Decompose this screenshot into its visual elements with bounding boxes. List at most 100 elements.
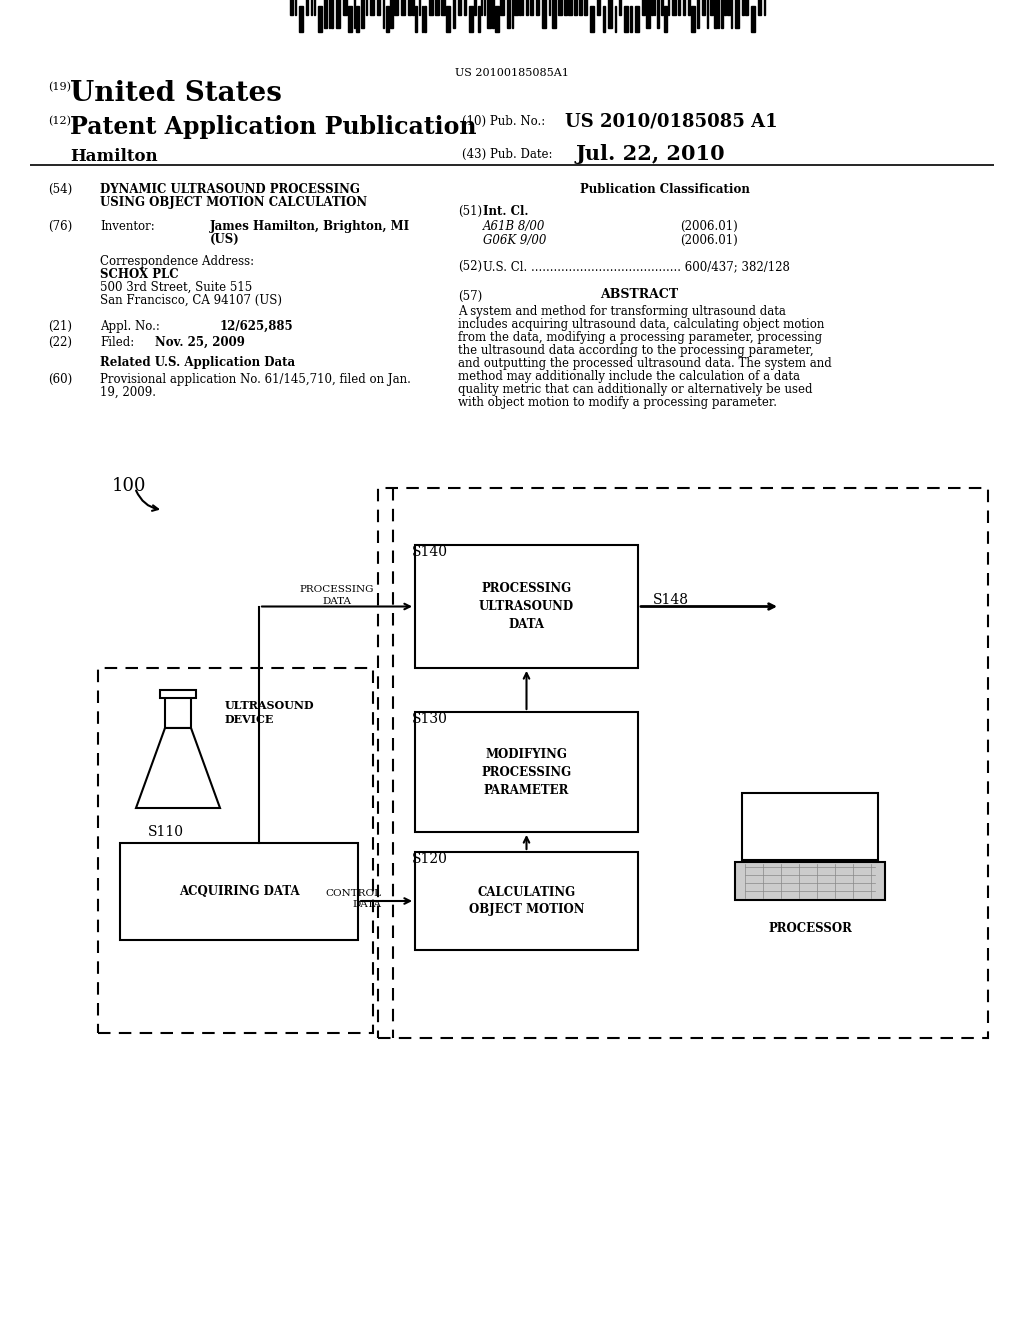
Text: Jul. 22, 2010: Jul. 22, 2010: [575, 144, 725, 164]
Bar: [688, 0, 690, 15]
Bar: [343, 0, 347, 15]
Text: ULTRASOUND: ULTRASOUND: [225, 700, 314, 711]
Bar: [751, 7, 755, 32]
Bar: [714, 0, 717, 28]
Bar: [415, 851, 638, 950]
Text: PROCESSING
ULTRASOUND
DATA: PROCESSING ULTRASOUND DATA: [479, 582, 574, 631]
Bar: [727, 0, 730, 15]
Text: A system and method for transforming ultrasound data: A system and method for transforming ult…: [458, 305, 785, 318]
Bar: [458, 0, 461, 15]
Bar: [324, 0, 327, 28]
Text: USING OBJECT MOTION CALCULATION: USING OBJECT MOTION CALCULATION: [100, 195, 368, 209]
Bar: [165, 693, 191, 729]
Text: A61B 8/00: A61B 8/00: [483, 220, 546, 234]
Bar: [160, 690, 196, 698]
Bar: [624, 7, 628, 32]
Bar: [710, 0, 713, 15]
Text: Publication Classification: Publication Classification: [580, 183, 750, 195]
Text: SCHOX PLC: SCHOX PLC: [100, 268, 178, 281]
Bar: [579, 0, 582, 15]
Bar: [318, 7, 322, 32]
Text: James Hamilton, Brighton, MI: James Hamilton, Brighton, MI: [210, 220, 411, 234]
Text: and outputting the processed ultrasound data. The system and: and outputting the processed ultrasound …: [458, 356, 831, 370]
Bar: [742, 793, 878, 861]
Bar: [651, 0, 653, 15]
Bar: [306, 0, 308, 15]
Bar: [678, 0, 680, 15]
Text: DYNAMIC ULTRASOUND PROCESSING: DYNAMIC ULTRASOUND PROCESSING: [100, 183, 359, 195]
Bar: [424, 7, 426, 32]
Bar: [519, 0, 521, 15]
Bar: [735, 862, 885, 900]
Text: the ultrasound data according to the processing parameter,: the ultrasound data according to the pro…: [458, 345, 814, 356]
Text: MODIFYING
PROCESSING
PARAMETER: MODIFYING PROCESSING PARAMETER: [481, 747, 571, 796]
Text: (51): (51): [458, 205, 482, 218]
Text: Appl. No.:: Appl. No.:: [100, 319, 160, 333]
Text: quality metric that can additionally or alternatively be used: quality metric that can additionally or …: [458, 383, 812, 396]
Bar: [412, 0, 414, 15]
Text: DATA: DATA: [352, 900, 382, 909]
Text: Patent Application Publication: Patent Application Publication: [70, 115, 476, 139]
Bar: [618, 0, 621, 15]
Bar: [758, 0, 761, 15]
Bar: [635, 7, 639, 32]
Bar: [745, 0, 748, 15]
Bar: [536, 0, 539, 15]
Bar: [500, 0, 504, 15]
Bar: [429, 0, 433, 15]
Text: S148: S148: [653, 593, 689, 606]
Text: 500 3rd Street, Suite 515: 500 3rd Street, Suite 515: [100, 281, 252, 294]
Text: 12/625,885: 12/625,885: [220, 319, 294, 333]
Bar: [568, 0, 572, 15]
Text: US 20100185085A1: US 20100185085A1: [455, 69, 569, 78]
Bar: [415, 7, 417, 32]
Bar: [394, 0, 398, 15]
Text: (57): (57): [458, 290, 482, 304]
Text: Int. Cl.: Int. Cl.: [483, 205, 528, 218]
Bar: [464, 0, 466, 15]
Bar: [564, 0, 567, 15]
Bar: [514, 0, 518, 15]
Bar: [415, 545, 638, 668]
Bar: [630, 7, 632, 32]
Text: S130: S130: [412, 711, 447, 726]
Text: PROCESSING: PROCESSING: [300, 585, 374, 594]
Bar: [492, 0, 494, 28]
Bar: [691, 7, 695, 32]
Bar: [603, 7, 605, 32]
Text: CONTROL: CONTROL: [326, 888, 382, 898]
Bar: [542, 0, 546, 28]
Bar: [495, 7, 499, 32]
Bar: [672, 0, 676, 15]
Bar: [683, 0, 685, 15]
Text: with object motion to modify a processing parameter.: with object motion to modify a processin…: [458, 396, 777, 409]
Bar: [98, 668, 373, 1034]
Bar: [724, 0, 726, 15]
Bar: [453, 0, 455, 28]
Bar: [299, 7, 303, 32]
Bar: [735, 0, 739, 28]
Text: Correspondence Address:: Correspondence Address:: [100, 255, 254, 268]
Text: PROCESSOR: PROCESSOR: [768, 921, 852, 935]
Text: includes acquiring ultrasound data, calculating object motion: includes acquiring ultrasound data, calc…: [458, 318, 824, 331]
Bar: [646, 0, 650, 28]
Bar: [574, 0, 577, 15]
Text: G06K 9/00: G06K 9/00: [483, 234, 547, 247]
Bar: [435, 0, 439, 15]
Text: (19): (19): [48, 82, 71, 92]
Text: Related U.S. Application Data: Related U.S. Application Data: [100, 356, 295, 370]
Text: 19, 2009.: 19, 2009.: [100, 385, 156, 399]
Bar: [597, 0, 600, 15]
Bar: [478, 7, 480, 32]
Bar: [331, 0, 333, 28]
Text: DATA: DATA: [323, 597, 351, 606]
Text: (2006.01): (2006.01): [680, 220, 737, 234]
Bar: [356, 7, 359, 32]
Bar: [526, 0, 528, 15]
Bar: [441, 0, 445, 15]
Text: S110: S110: [148, 825, 184, 840]
Bar: [702, 0, 705, 15]
Text: (60): (60): [48, 374, 73, 385]
Bar: [507, 0, 510, 28]
Bar: [742, 0, 744, 15]
